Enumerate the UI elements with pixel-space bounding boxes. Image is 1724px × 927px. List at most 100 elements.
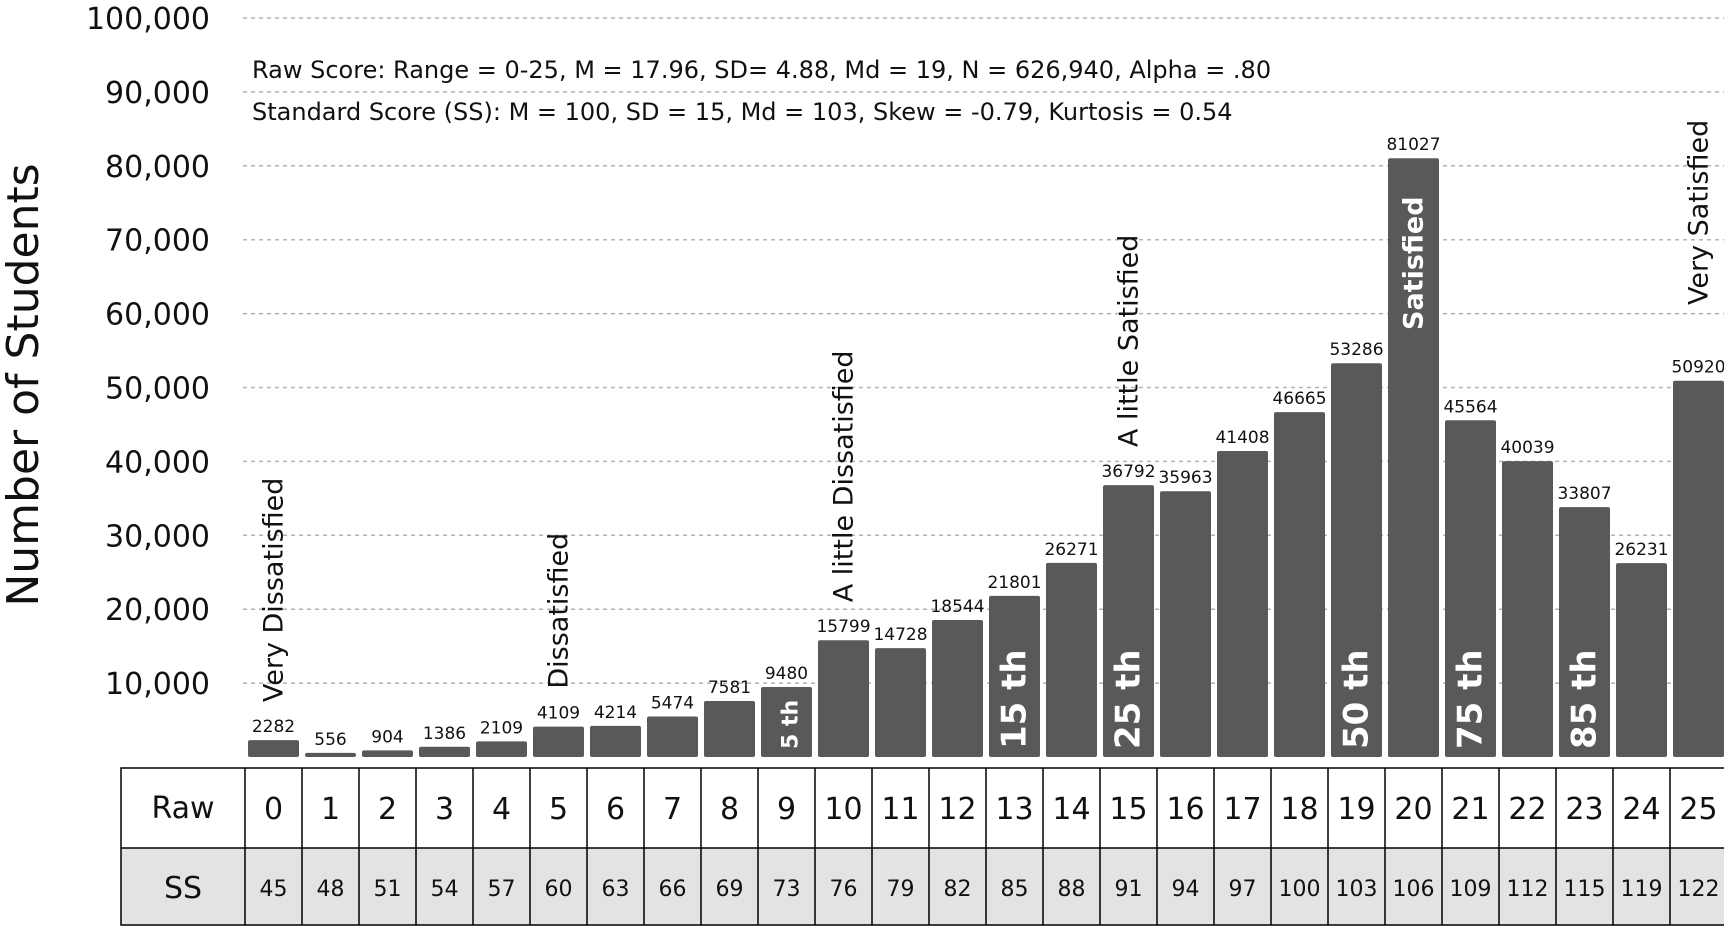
bar-value-label: 4109	[537, 704, 580, 724]
raw-score-cell: 6	[606, 792, 625, 827]
raw-score-cell: 5	[549, 792, 568, 827]
bar-value-label: 21801	[987, 573, 1041, 593]
y-axis-ticks: 10,000 20,000 30,000 40,000 50,000 60,000 70,0…	[86, 2, 210, 702]
bars	[248, 158, 1724, 758]
raw-row-header: Raw	[151, 791, 214, 826]
bar-value-label: 26231	[1614, 540, 1668, 560]
standard-score-stats: Standard Score (SS): M = 100, SD = 15, M…	[252, 98, 1233, 126]
ss-row-background	[121, 848, 1724, 925]
table-border	[120, 767, 1724, 926]
percentile-annotation: 25 th	[1109, 649, 1149, 749]
raw-score-cell: 22	[1508, 792, 1546, 827]
bar	[419, 746, 470, 757]
raw-score-cell: 16	[1166, 792, 1204, 827]
standard-score-cell: 45	[260, 877, 288, 902]
bar	[248, 740, 299, 757]
y-tick-label: 90,000	[105, 76, 210, 111]
bar-value-label: 40039	[1500, 438, 1554, 458]
standard-score-cell: 122	[1678, 877, 1720, 902]
standard-score-cell: 48	[317, 877, 345, 902]
standard-score-cell: 54	[431, 877, 459, 902]
y-tick-label: 60,000	[105, 298, 210, 333]
bar-value-label: 14728	[873, 625, 927, 645]
percentile-annotation: 85 th	[1565, 649, 1605, 749]
bar-value-label: 18544	[930, 597, 984, 617]
standard-score-cell: 109	[1450, 877, 1492, 902]
bar	[1445, 420, 1496, 757]
y-tick-label: 30,000	[105, 519, 210, 554]
bar	[1046, 562, 1097, 757]
bar-value-label: 53286	[1329, 340, 1383, 360]
ss-row-header: SS	[164, 871, 202, 906]
y-tick-label: 100,000	[86, 2, 210, 37]
bar	[875, 648, 926, 757]
bar-value-label: 15799	[816, 617, 870, 637]
bar	[1331, 363, 1382, 757]
raw-score-cell: 18	[1280, 792, 1318, 827]
bar-value-label: 2109	[480, 718, 523, 738]
bar	[1673, 380, 1724, 757]
bar-value-label: 4214	[594, 703, 637, 723]
standard-score-cell: 66	[659, 877, 687, 902]
bar-value-label: 45564	[1443, 397, 1497, 417]
y-tick-label: 20,000	[105, 593, 210, 628]
percentile-annotation: 50 th	[1337, 649, 1377, 749]
standard-score-cell: 57	[488, 877, 516, 902]
bar-value-label: 9480	[765, 664, 808, 684]
raw-score-cell: 10	[824, 792, 862, 827]
raw-score-cell: 25	[1679, 792, 1717, 827]
raw-score-cell: 4	[492, 792, 511, 827]
bar	[305, 752, 356, 757]
bar-value-label: 81027	[1386, 135, 1440, 155]
standard-score-cell: 103	[1336, 877, 1378, 902]
raw-score-cell: 11	[881, 792, 919, 827]
raw-score-cell: 17	[1223, 792, 1261, 827]
standard-score-cell: 63	[602, 877, 630, 902]
raw-score-cell: 19	[1337, 792, 1375, 827]
raw-score-cell: 7	[663, 792, 682, 827]
standard-score-cell: 94	[1172, 877, 1200, 902]
raw-score-cell: 23	[1565, 792, 1603, 827]
standard-score-cell: 82	[944, 877, 972, 902]
bar-value-label: 33807	[1557, 484, 1611, 504]
bar	[818, 640, 869, 757]
raw-score-cell: 2	[378, 792, 397, 827]
standard-score-cell: 97	[1229, 877, 1257, 902]
y-tick-label: 70,000	[105, 224, 210, 259]
percentile-annotation: 75 th	[1451, 649, 1491, 749]
standard-score-cell: 106	[1393, 877, 1435, 902]
bar	[1559, 507, 1610, 757]
percentile-annotation: 15 th	[995, 649, 1035, 749]
standard-score-cell: 115	[1564, 877, 1606, 902]
bar-value-label: 2282	[252, 717, 295, 737]
raw-score-cell: 0	[264, 792, 283, 827]
standard-score-cell: 112	[1507, 877, 1549, 902]
bar	[1103, 485, 1154, 757]
raw-score-stats: Raw Score: Range = 0-25, M = 17.96, SD= …	[252, 56, 1271, 84]
bar	[1160, 491, 1211, 757]
value-labels: 2282 556 904 1386 2109 4109 4214 5474 7581 9480 15…	[252, 135, 1724, 750]
standard-score-cell: 85	[1001, 877, 1029, 902]
bar-value-label: 5474	[651, 694, 694, 714]
bar-value-label: 41408	[1215, 428, 1269, 448]
standard-score-cell: 100	[1279, 877, 1321, 902]
y-tick-label: 80,000	[105, 150, 210, 185]
bar-value-label: 1386	[423, 724, 466, 744]
category-annotations: Very Dissatisfied Dissatisfied A little Di…	[259, 120, 1715, 702]
bar	[761, 686, 812, 757]
category-annotation: Dissatisfied	[544, 533, 575, 689]
y-tick-label: 40,000	[105, 445, 210, 480]
bar	[1502, 461, 1553, 757]
standard-score-cell: 60	[545, 877, 573, 902]
bar-value-label: 36792	[1101, 462, 1155, 482]
bar	[989, 595, 1040, 757]
y-tick-label: 10,000	[105, 667, 210, 702]
standard-score-cell: 69	[716, 877, 744, 902]
category-annotation: A little Dissatisfied	[829, 350, 860, 602]
category-annotation: Satisfied	[1399, 196, 1430, 330]
standard-score-cell: 79	[887, 877, 915, 902]
bar	[932, 619, 983, 757]
y-axis-label: Number of Students	[0, 163, 49, 606]
